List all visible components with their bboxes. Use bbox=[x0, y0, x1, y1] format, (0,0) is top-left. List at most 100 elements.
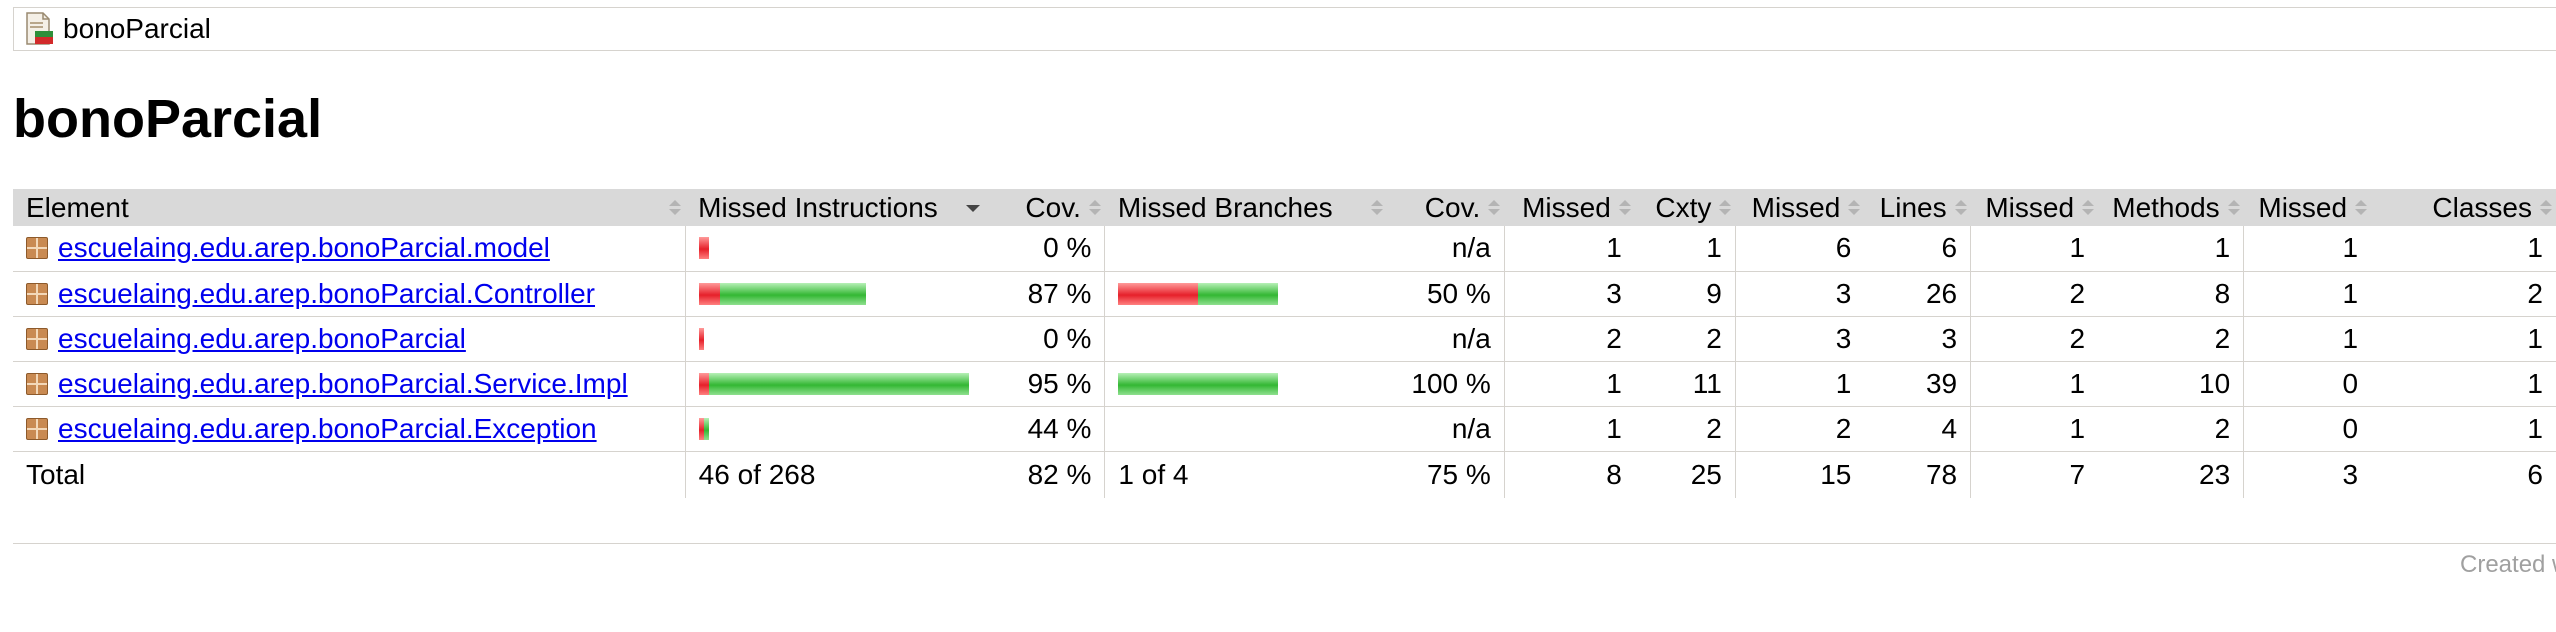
element-cell: escuelaing.edu.arep.bonoParcial bbox=[13, 316, 686, 362]
missed-cxty: 1 bbox=[1503, 226, 1635, 272]
classes: 1 bbox=[2371, 316, 2556, 362]
sort-icon bbox=[1954, 200, 1967, 216]
package-icon bbox=[26, 417, 48, 440]
missed-instructions-bar-cell bbox=[684, 226, 982, 272]
total-missed-classes: 3 bbox=[2243, 451, 2372, 498]
missed-lines: 6 bbox=[1734, 226, 1865, 272]
header-missed-branches[interactable]: Missed Branches bbox=[1105, 189, 1387, 226]
header-cxty[interactable]: Cxty bbox=[1635, 189, 1736, 226]
sort-icon bbox=[1848, 200, 1861, 216]
header-missed-instructions[interactable]: Missed Instructions bbox=[685, 189, 981, 226]
missed-bar-segment bbox=[1118, 282, 1199, 305]
total-missed-methods: 7 bbox=[1970, 451, 2099, 498]
total-row: Total 46 of 268 82 % 1 of 4 75 % 8 25 15… bbox=[13, 451, 2556, 498]
header-missed-lines[interactable]: Missed bbox=[1735, 189, 1864, 226]
header-element[interactable]: Element bbox=[13, 189, 685, 226]
sort-icon bbox=[1088, 200, 1101, 216]
sort-descending-icon bbox=[965, 200, 980, 216]
missed-methods: 1 bbox=[1970, 226, 2099, 272]
missed-branches-bar-cell bbox=[1104, 361, 1387, 407]
methods: 8 bbox=[2098, 271, 2244, 317]
missed-instructions-bar-cell bbox=[684, 316, 982, 362]
breadcrumb: bonoParcial bbox=[13, 7, 2556, 51]
missed-classes: 0 bbox=[2243, 406, 2372, 452]
sort-icon bbox=[669, 200, 682, 216]
coverage-bar bbox=[698, 417, 969, 440]
package-icon bbox=[26, 237, 48, 260]
table-row: escuelaing.edu.arep.bonoParcial.Service.… bbox=[13, 361, 2556, 407]
report-icon bbox=[25, 12, 55, 46]
package-link[interactable]: escuelaing.edu.arep.bonoParcial.Service.… bbox=[58, 367, 628, 399]
sort-icon bbox=[1719, 200, 1732, 216]
missed-methods: 1 bbox=[1970, 406, 2099, 452]
header-cov-branches[interactable]: Cov. bbox=[1387, 189, 1504, 226]
covered-bar-segment bbox=[720, 282, 867, 305]
covered-bar-segment bbox=[1118, 372, 1279, 395]
sort-icon bbox=[2227, 200, 2240, 216]
lines: 39 bbox=[1864, 361, 1971, 407]
missed-cxty: 1 bbox=[1503, 406, 1635, 452]
lines: 4 bbox=[1864, 406, 1971, 452]
header-cov-instructions[interactable]: Cov. bbox=[982, 189, 1105, 226]
total-methods: 23 bbox=[2199, 458, 2231, 490]
total-missed-lines: 15 bbox=[1734, 451, 1865, 498]
table-row: escuelaing.edu.arep.bonoParcial 0 % n/a 2 2 3… bbox=[13, 316, 2556, 362]
header-missed-cxty[interactable]: Missed bbox=[1504, 189, 1634, 226]
coverage-bar bbox=[698, 372, 969, 395]
footer-divider bbox=[13, 543, 2556, 544]
cov-instructions: 95 % bbox=[981, 361, 1105, 407]
missed-branches-bar-cell bbox=[1104, 271, 1387, 317]
cxty: 2 bbox=[1634, 316, 1736, 362]
header-lines[interactable]: Lines bbox=[1864, 189, 1970, 226]
sort-icon bbox=[1370, 200, 1383, 216]
table-row: escuelaing.edu.arep.bonoParcial.Controll… bbox=[13, 271, 2556, 317]
package-link[interactable]: escuelaing.edu.arep.bonoParcial bbox=[58, 322, 466, 354]
missed-branches-bar-cell bbox=[1104, 406, 1387, 452]
cov-branches: 50 % bbox=[1386, 271, 1505, 317]
total-missed-cxty: 8 bbox=[1503, 451, 1635, 498]
missed-methods: 1 bbox=[1970, 361, 2099, 407]
missed-branches-bar-cell bbox=[1104, 316, 1387, 362]
lines: 3 bbox=[1864, 316, 1971, 362]
missed-bar-segment bbox=[698, 237, 710, 260]
table-header-row: Element Missed Instructions Cov. Missed … bbox=[13, 189, 2556, 226]
header-missed-methods[interactable]: Missed bbox=[1971, 189, 2098, 226]
cov-branches: n/a bbox=[1386, 226, 1505, 272]
missed-lines: 1 bbox=[1734, 361, 1865, 407]
missed-instructions-bar-cell bbox=[684, 406, 982, 452]
package-link[interactable]: escuelaing.edu.arep.bonoParcial.Controll… bbox=[58, 277, 596, 309]
total-instructions: 46 of 268 bbox=[684, 451, 982, 498]
cov-instructions: 87 % bbox=[981, 271, 1105, 317]
header-methods[interactable]: Methods bbox=[2098, 189, 2244, 226]
header-missed-classes[interactable]: Missed bbox=[2244, 189, 2371, 226]
methods: 2 bbox=[2098, 406, 2244, 452]
missed-methods: 2 bbox=[1970, 271, 2099, 317]
package-link[interactable]: escuelaing.edu.arep.bonoParcial.Exceptio… bbox=[58, 412, 597, 444]
element-cell: escuelaing.edu.arep.bonoParcial.Exceptio… bbox=[13, 406, 686, 452]
total-classes: 6 bbox=[2527, 458, 2543, 490]
total-cxty: 25 bbox=[1690, 458, 1722, 490]
missed-lines: 3 bbox=[1734, 271, 1865, 317]
missed-instructions-bar-cell bbox=[684, 361, 982, 407]
breadcrumb-label: bonoParcial bbox=[63, 13, 211, 44]
package-icon bbox=[26, 282, 48, 305]
coverage-bar bbox=[698, 282, 969, 305]
coverage-bar bbox=[1118, 372, 1374, 395]
covered-bar-segment bbox=[1198, 282, 1279, 305]
package-link[interactable]: escuelaing.edu.arep.bonoParcial.model bbox=[58, 232, 550, 264]
covered-bar-segment bbox=[709, 372, 969, 395]
cov-branches: 100 % bbox=[1386, 361, 1505, 407]
header-classes[interactable]: Classes bbox=[2371, 189, 2556, 226]
coverage-bar bbox=[698, 327, 969, 350]
missed-instructions-bar-cell bbox=[684, 271, 982, 317]
missed-classes: 1 bbox=[2243, 271, 2372, 317]
total-branches: 1 of 4 bbox=[1104, 451, 1387, 498]
package-icon bbox=[26, 327, 48, 350]
missed-bar-segment bbox=[698, 327, 705, 350]
cxty: 2 bbox=[1634, 406, 1736, 452]
missed-branches-bar-cell bbox=[1104, 226, 1387, 272]
total-cov-branches: 75 % bbox=[1426, 458, 1491, 490]
table-row: escuelaing.edu.arep.bonoParcial.Exceptio… bbox=[13, 406, 2556, 452]
total-label: Total bbox=[26, 458, 86, 490]
missed-methods: 2 bbox=[1970, 316, 2099, 362]
